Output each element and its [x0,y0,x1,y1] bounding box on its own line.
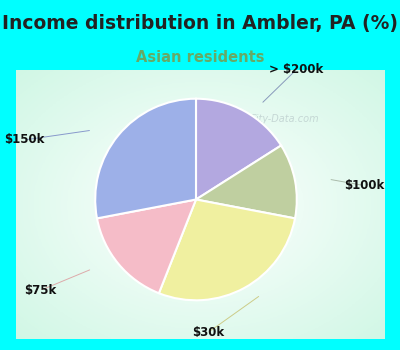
Wedge shape [196,146,297,218]
Wedge shape [159,199,295,300]
Text: Income distribution in Ambler, PA (%): Income distribution in Ambler, PA (%) [2,14,398,33]
Text: $100k: $100k [344,179,384,192]
Text: $30k: $30k [192,326,224,339]
Text: > $200k: > $200k [269,63,323,77]
Text: $150k: $150k [4,133,44,147]
Text: $75k: $75k [24,284,56,297]
Text: Asian residents: Asian residents [136,50,264,65]
Wedge shape [97,199,196,293]
Text: City-Data.com: City-Data.com [250,113,320,124]
Wedge shape [95,99,196,218]
Wedge shape [196,99,281,200]
